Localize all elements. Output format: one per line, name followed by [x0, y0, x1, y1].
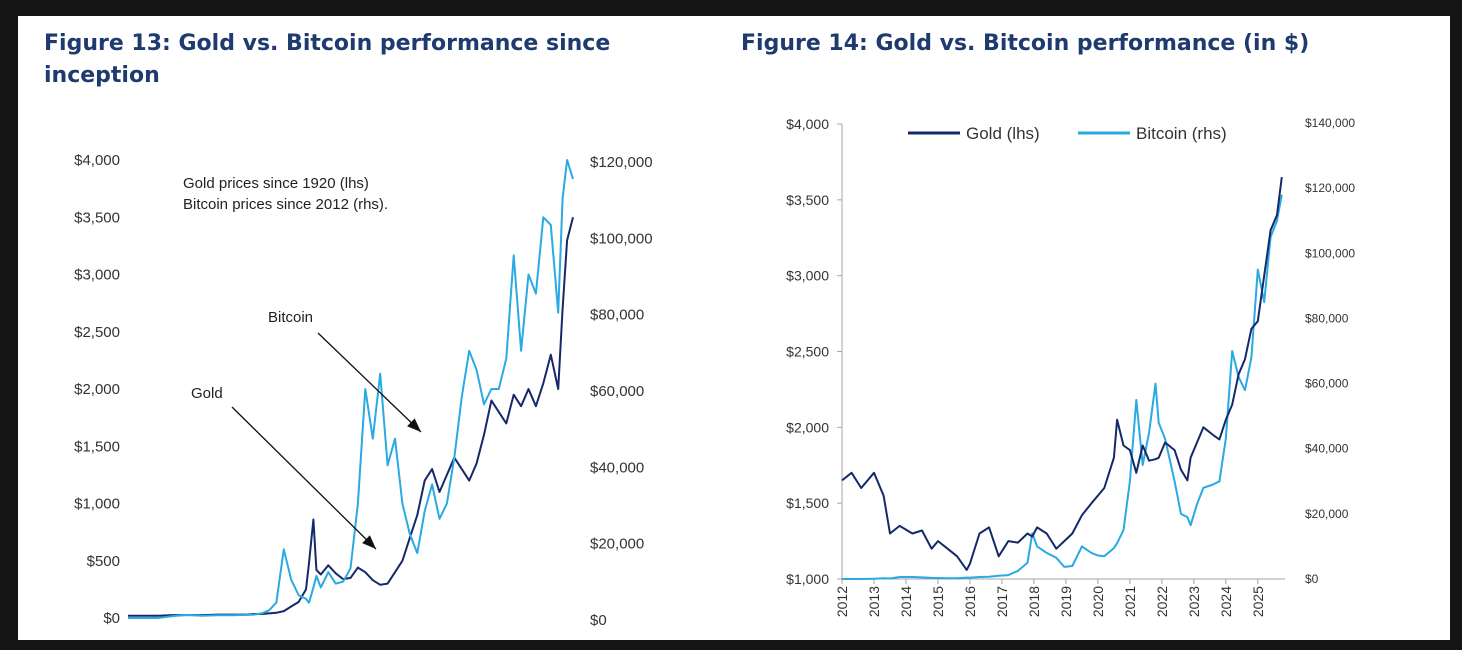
fig14-left-tick-2-000: $2,000	[786, 419, 829, 435]
fig14-x-tick-2016: 2016	[962, 586, 978, 617]
fig14-x-tick-2022: 2022	[1154, 586, 1170, 617]
fig14-right-tick-80-000: $80,000	[1305, 311, 1349, 325]
fig14-left-tick-2-500: $2,500	[786, 344, 829, 360]
fig14-x-tick-2018: 2018	[1026, 586, 1042, 617]
fig14-x-tick-2019: 2019	[1058, 586, 1074, 617]
fig13-left-tick-0: $0	[103, 610, 120, 627]
fig14-x-tick-2023: 2023	[1186, 586, 1202, 617]
fig13-bitcoin-label: Bitcoin	[268, 309, 313, 326]
fig14-left-tick-4-000: $4,000	[786, 116, 829, 132]
fig13-left-tick-1-000: $1,000	[74, 496, 120, 513]
fig14-right-tick-100-000: $100,000	[1305, 246, 1355, 260]
fig14-x-tick-2015: 2015	[930, 586, 946, 617]
fig14-x-tick-2025: 2025	[1250, 586, 1266, 617]
fig13-right-tick-100-000: $100,000	[590, 230, 653, 247]
fig13-left-tick-1-500: $1,500	[74, 438, 120, 455]
fig14-right-tick-0: $0	[1305, 572, 1319, 586]
fig13-left-tick-2-000: $2,000	[74, 381, 120, 398]
fig13-series-bitcoin	[128, 159, 574, 619]
fig13-bitcoin-arrow-head	[407, 418, 421, 432]
fig14-x-tick-2013: 2013	[866, 586, 882, 617]
fig13-left-tick-500: $500	[87, 553, 120, 570]
fig14-left-tick-3-000: $3,000	[786, 268, 829, 284]
fig14-right-tick-40-000: $40,000	[1305, 442, 1349, 456]
fig13-right-tick-60-000: $60,000	[590, 383, 644, 400]
fig13-left-tick-3-500: $3,500	[74, 209, 120, 226]
fig13-right-tick-0: $0	[590, 612, 607, 629]
fig13-gold-arrow-head	[362, 535, 376, 549]
fig14-x-tick-2020: 2020	[1090, 586, 1106, 617]
fig14-left-tick-1-000: $1,000	[786, 571, 829, 587]
fig13-gold-arrow-line	[231, 406, 377, 550]
fig13-legend-line1: Gold prices since 1920 (lhs)	[183, 175, 369, 192]
fig13-right-tick-80-000: $80,000	[590, 307, 644, 324]
fig14-x-tick-2017: 2017	[994, 586, 1010, 617]
fig13-right-tick-40-000: $40,000	[590, 459, 644, 476]
fig13-right-tick-120-000: $120,000	[590, 154, 653, 171]
figure-13-title: Figure 13: Gold vs. Bitcoin performance …	[44, 31, 611, 88]
fig14-right-tick-60-000: $60,000	[1305, 377, 1349, 391]
fig13-right-tick-20-000: $20,000	[590, 536, 644, 553]
fig13-left-tick-3-000: $3,000	[74, 267, 120, 284]
fig14-series-bitcoin-rhs	[842, 194, 1283, 580]
fig14-x-tick-2012: 2012	[834, 586, 850, 617]
figure-14-title: Figure 14: Gold vs. Bitcoin performance …	[741, 31, 1310, 56]
fig13-bitcoin-arrow-line	[317, 332, 422, 433]
fig14-series-gold-lhs	[841, 176, 1283, 571]
report-panel: Figure 13: Gold vs. Bitcoin performance …	[18, 16, 1450, 640]
fig14-x-tick-2014: 2014	[898, 586, 914, 617]
fig14-legend-bitcoin-label: Bitcoin (rhs)	[1136, 124, 1227, 143]
fig13-left-tick-2-500: $2,500	[74, 324, 120, 341]
fig14-right-tick-20-000: $20,000	[1305, 507, 1349, 521]
fig14-x-tick-2021: 2021	[1122, 586, 1138, 617]
fig14-x-tick-2024: 2024	[1218, 586, 1234, 617]
fig13-legend-line2: Bitcoin prices since 2012 (rhs).	[183, 196, 388, 213]
fig14-left-tick-3-500: $3,500	[786, 192, 829, 208]
fig14-right-tick-120-000: $120,000	[1305, 181, 1355, 195]
fig14-right-tick-140-000: $140,000	[1305, 116, 1355, 130]
fig14-legend-gold-label: Gold (lhs)	[966, 124, 1040, 143]
fig13-gold-label: Gold	[191, 385, 223, 402]
fig13-left-tick-4-000: $4,000	[74, 152, 120, 169]
fig14-left-tick-1-500: $1,500	[786, 495, 829, 511]
